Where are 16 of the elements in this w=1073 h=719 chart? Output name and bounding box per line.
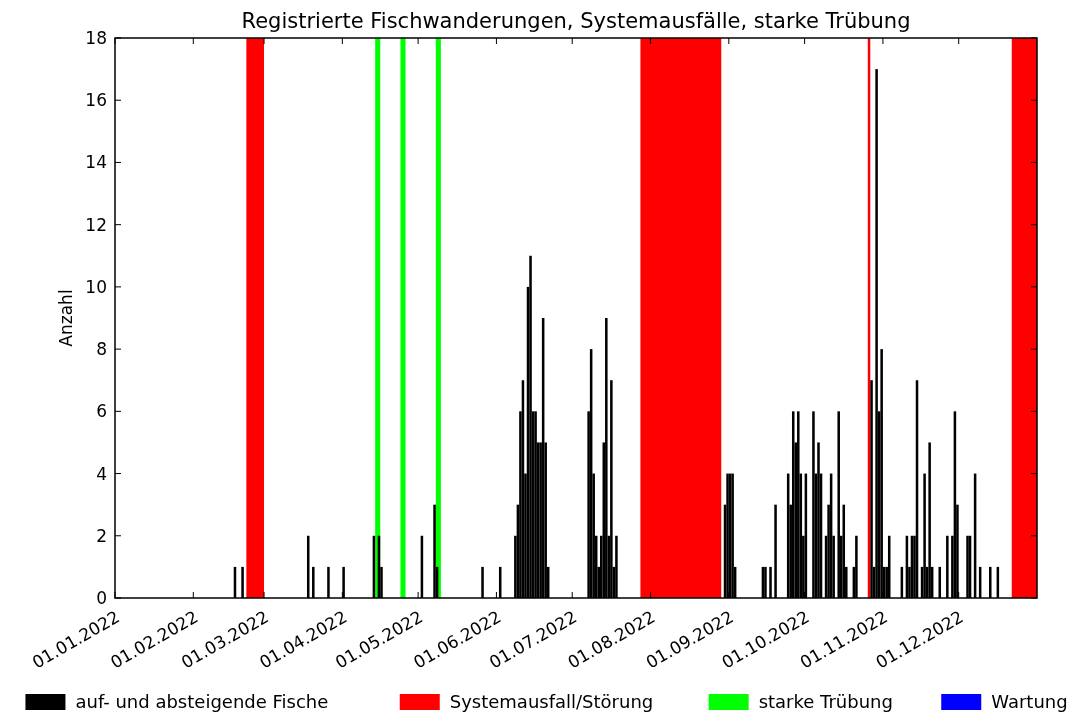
- chart-title: Registrierte Fischwanderungen, Systemausfälle, starke Trübung: [241, 9, 911, 33]
- y-tick-label: 2: [96, 525, 107, 546]
- y-tick-label: 16: [85, 90, 107, 111]
- y-tick-label: 18: [85, 27, 107, 48]
- legend-label: Wartung: [991, 691, 1068, 712]
- legend-label: Systemausfall/Störung: [449, 691, 654, 712]
- y-tick-label: 4: [96, 463, 107, 484]
- y-tick-label: 0: [96, 587, 107, 608]
- legend-label: starke Trübung: [758, 691, 893, 712]
- legend-label: auf- und absteigende Fische: [75, 691, 329, 712]
- y-tick-label: 8: [96, 339, 107, 360]
- y-axis-title: Anzahl: [56, 289, 76, 347]
- y-tick-label: 12: [85, 214, 107, 235]
- y-tick-label: 10: [85, 276, 107, 297]
- y-tick-label: 14: [85, 152, 107, 173]
- y-tick-label: 6: [96, 401, 107, 422]
